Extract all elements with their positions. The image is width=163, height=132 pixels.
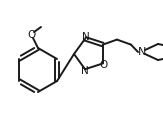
Text: N: N [82, 32, 89, 42]
Text: O: O [28, 30, 36, 40]
Text: O: O [99, 60, 108, 70]
Text: N: N [81, 66, 89, 76]
Text: N: N [138, 47, 146, 57]
